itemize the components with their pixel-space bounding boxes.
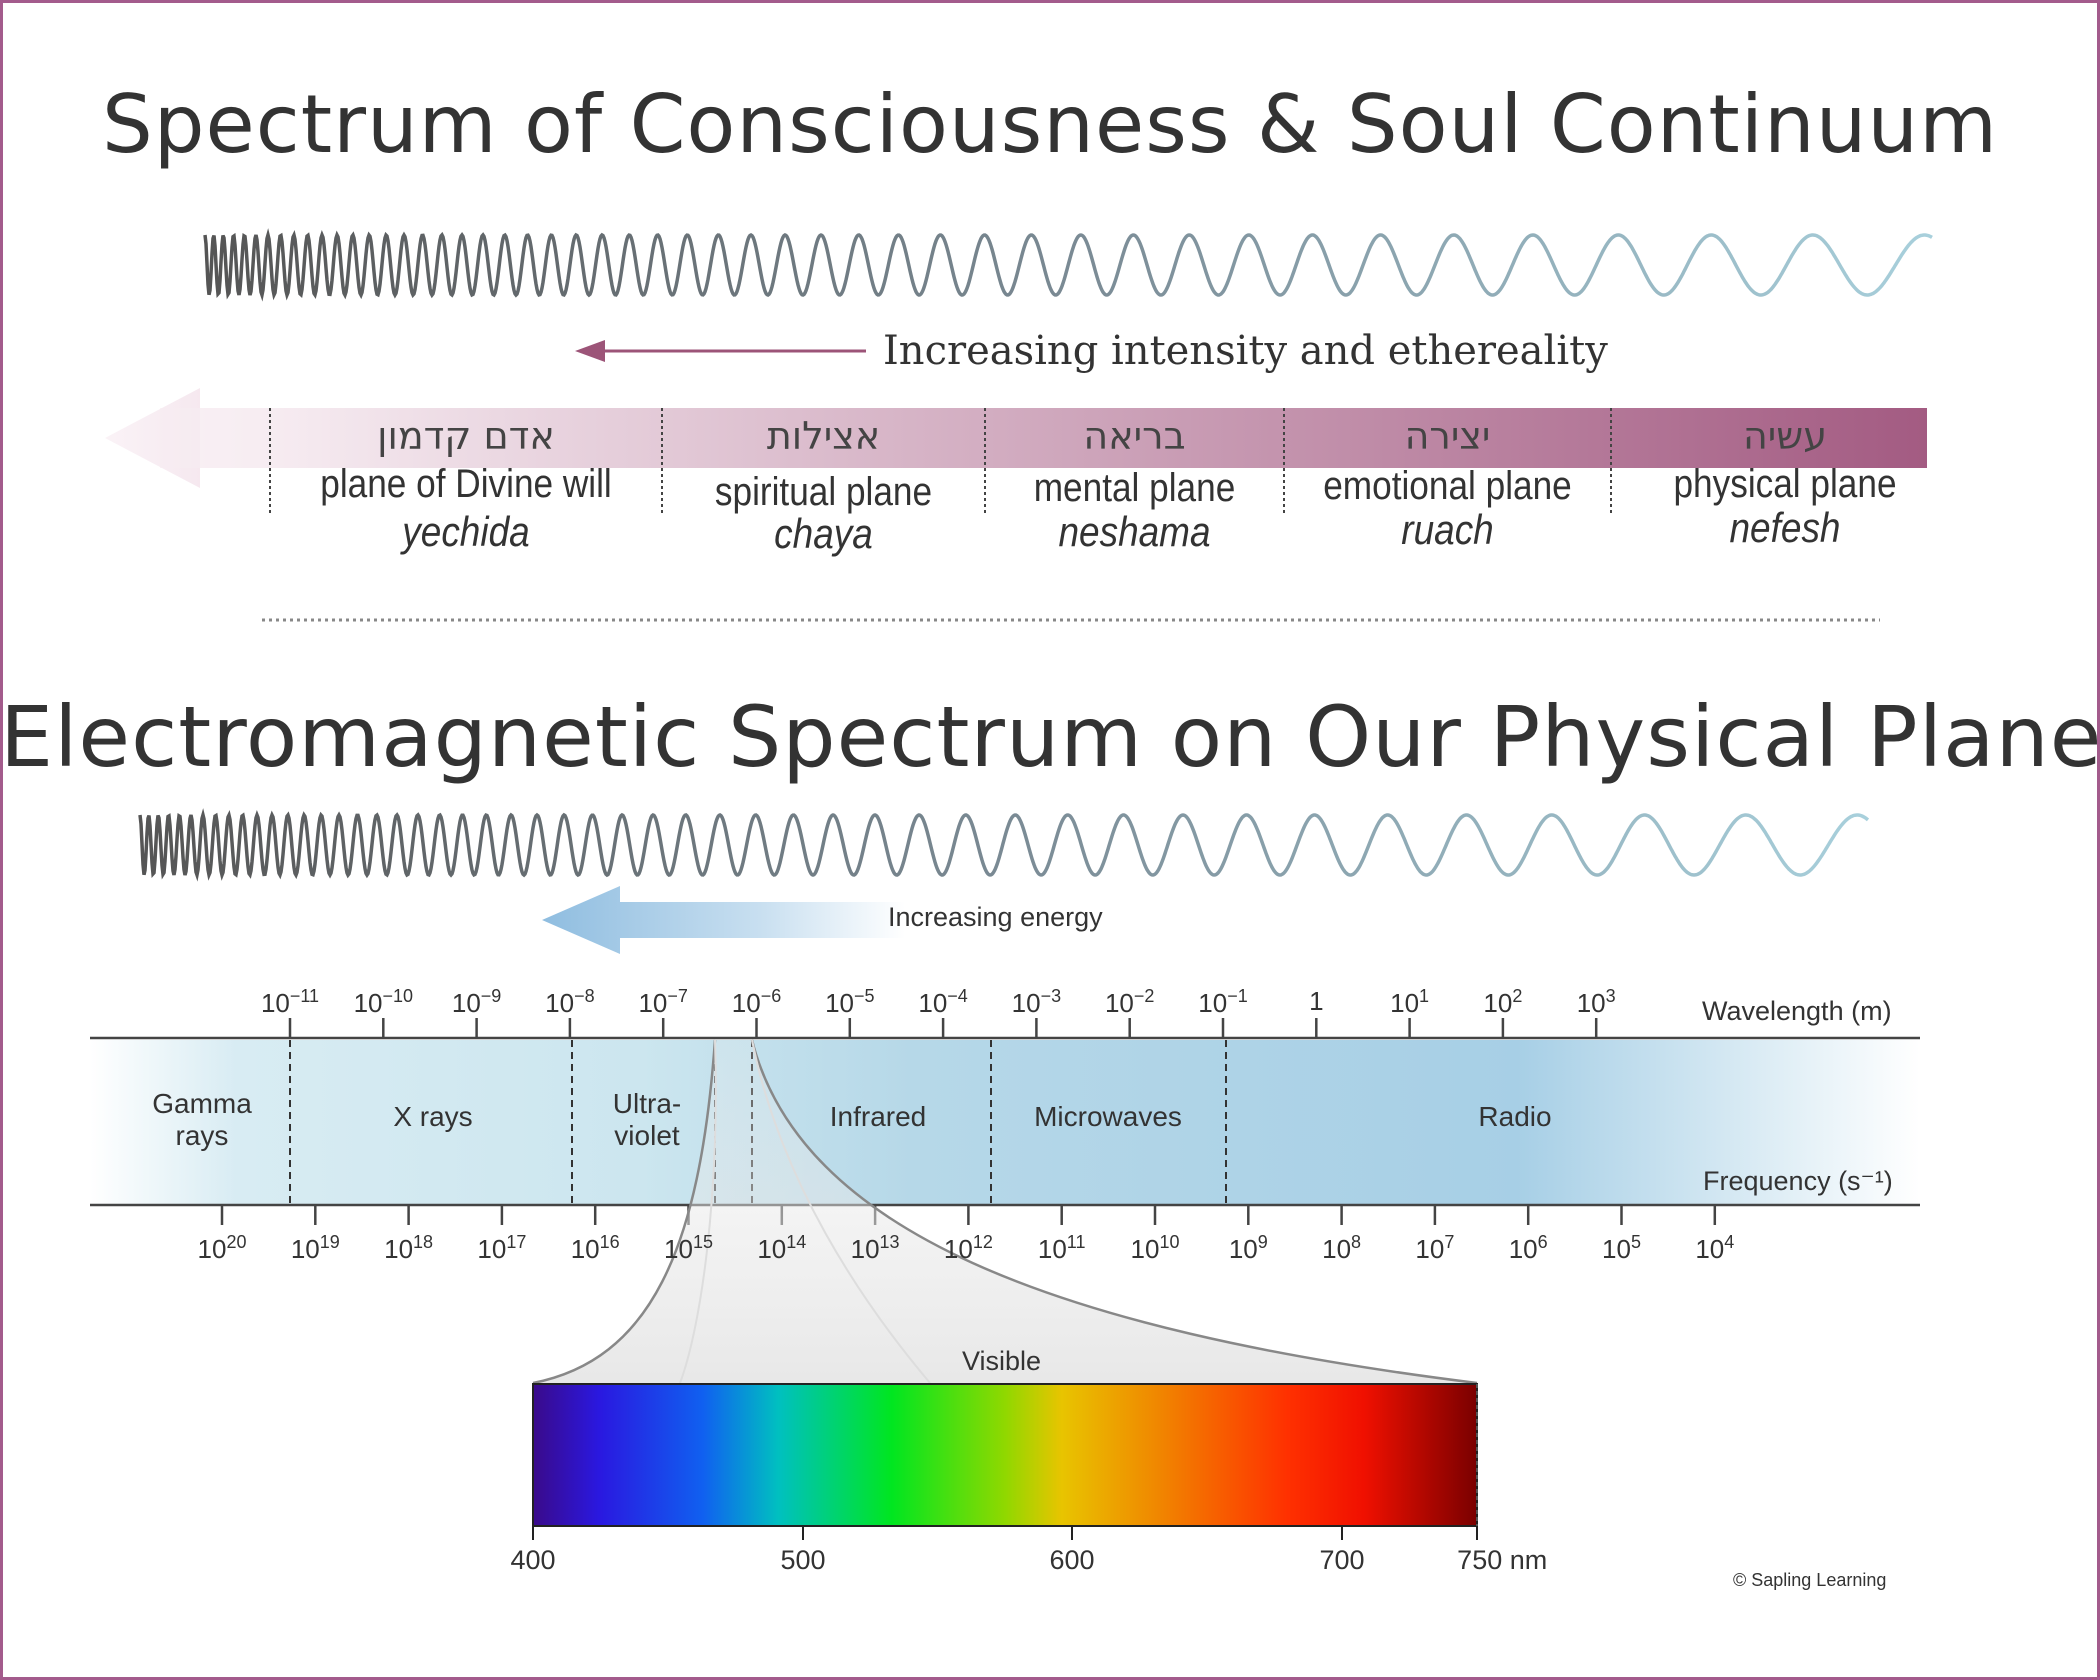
consciousness-title: Spectrum of Consciousness & Soul Continu… <box>101 78 1999 171</box>
soul-continuum-band <box>105 388 1927 488</box>
frequency-tick-label: 1020 <box>197 1232 247 1264</box>
plane-yetzirah: יצירה emotional plane ruach <box>1284 412 1611 554</box>
wavelength-tick-label: 10−5 <box>825 986 875 1018</box>
intensity-label: Increasing intensity and ethereality <box>883 328 1608 374</box>
frequency-axis-label: Frequency (s⁻¹) <box>1703 1166 1893 1196</box>
em-spectrum-title: Electromagnetic Spectrum on Our Physical… <box>0 688 2100 786</box>
wavelength-tick-label: 10−11 <box>260 986 320 1018</box>
plane-name-label: mental plane <box>1033 466 1236 510</box>
soul-level-label: nefesh <box>1729 504 1841 551</box>
frequency-tick-label: 105 <box>1602 1232 1641 1264</box>
visible-spectrum-bar <box>532 1383 1478 1527</box>
em-wave <box>138 808 1870 882</box>
copyright-notice: © Sapling Learning <box>1733 1570 1887 1590</box>
soul-level-label: ruach <box>1401 506 1494 553</box>
frequency-tick-label: 1012 <box>943 1232 993 1264</box>
wavelength-tick-label: 103 <box>1576 986 1616 1018</box>
frequency-tick-label: 1010 <box>1130 1232 1180 1264</box>
region-uv-line1: Ultra- <box>612 1088 682 1119</box>
region-uv-line2: violet <box>614 1120 680 1151</box>
region-x-rays: X rays <box>393 1101 473 1132</box>
plane-hebrew-label: עשיה <box>1742 414 1828 458</box>
wavelength-ticks <box>288 1018 1598 1038</box>
region-microwaves: Microwaves <box>1034 1101 1182 1132</box>
wavelength-tick-label: 10−2 <box>1104 986 1155 1018</box>
plane-assiah: עשיה physical plane nefesh <box>1611 412 1959 552</box>
em-band <box>90 1040 1920 1204</box>
plane-name-label: plane of Divine will <box>320 462 612 506</box>
plane-name-label: spiritual plane <box>714 470 933 514</box>
plane-hebrew-label: יצירה <box>1404 414 1491 458</box>
wavelength-tick-label: 102 <box>1483 986 1523 1018</box>
frequency-tick-label: 107 <box>1415 1232 1455 1264</box>
frequency-tick-label: 1016 <box>570 1232 620 1264</box>
plane-name-label: physical plane <box>1673 462 1897 506</box>
plane-hebrew-label: בריאה <box>1083 414 1186 458</box>
frequency-tick-label: 104 <box>1695 1232 1735 1264</box>
region-gamma-line2: rays <box>175 1120 229 1151</box>
plane-atzilut: אצילות spiritual plane chaya <box>662 412 985 558</box>
wavelength-tick-label: 10−1 <box>1198 986 1248 1018</box>
energy-arrow <box>542 886 905 954</box>
plane-hebrew-label: אדם קדמון <box>377 414 555 458</box>
energy-label: Increasing energy <box>888 902 1103 932</box>
nm-tick-500: 500 <box>780 1545 826 1575</box>
wavelength-tick-label: 10−4 <box>918 986 968 1018</box>
soul-level-label: chaya <box>774 510 873 557</box>
frequency-tick-label: 1011 <box>1037 1232 1086 1264</box>
frequency-tick-label: 1013 <box>850 1232 900 1264</box>
wavelength-axis-label: Wavelength (m) <box>1702 996 1892 1026</box>
wavelength-tick-label: 1 <box>1309 986 1324 1016</box>
region-radio: Radio <box>1478 1101 1552 1132</box>
wavelength-tick-label: 10−8 <box>545 986 595 1018</box>
frequency-tick-label: 108 <box>1322 1232 1362 1264</box>
frequency-tick-label: 1015 <box>664 1232 713 1264</box>
region-infrared: Infrared <box>829 1101 927 1132</box>
frequency-tick-label: 1019 <box>290 1232 340 1264</box>
frequency-tick-label: 1014 <box>757 1232 807 1264</box>
frequency-tick-label: 1017 <box>477 1232 527 1264</box>
wavelength-tick-label: 101 <box>1390 986 1430 1018</box>
intensity-arrow <box>575 340 866 362</box>
plane-name-label: emotional plane <box>1323 464 1572 508</box>
frequency-tick-label: 1018 <box>384 1232 434 1264</box>
region-ultraviolet: Ultra- violet <box>613 1088 681 1152</box>
frequency-ticks <box>220 1205 1717 1225</box>
wavelength-tick-label: 10−3 <box>1011 986 1062 1018</box>
nm-ticks <box>532 1526 1478 1540</box>
plane-beriah: בריאה mental plane neshama <box>985 412 1284 556</box>
visible-cone <box>533 1040 1477 1383</box>
wavelength-tick-label: 10−6 <box>731 986 782 1018</box>
nm-tick-750: 750 nm <box>1457 1545 1548 1575</box>
soul-level-label: neshama <box>1058 508 1211 555</box>
plane-adam-kadmon: אדם קדמון plane of Divine will yechida <box>270 412 662 556</box>
plane-hebrew-label: אצילות <box>766 414 881 458</box>
region-gamma-rays: Gamma rays <box>152 1088 252 1152</box>
nm-tick-400: 400 <box>510 1545 556 1575</box>
wavelength-tick-label: 10−7 <box>638 986 688 1018</box>
frequency-tick-label: 106 <box>1508 1232 1548 1264</box>
wavelength-tick-label: 10−9 <box>451 986 502 1018</box>
region-gamma-line1: Gamma <box>152 1088 252 1119</box>
consciousness-wave <box>203 228 1933 302</box>
nm-tick-700: 700 <box>1319 1545 1365 1575</box>
nm-tick-600: 600 <box>1049 1545 1095 1575</box>
soul-level-label: yechida <box>402 508 530 555</box>
frequency-tick-label: 109 <box>1228 1232 1268 1264</box>
wavelength-tick-label: 10−10 <box>353 986 414 1018</box>
visible-label: Visible <box>962 1346 1042 1376</box>
